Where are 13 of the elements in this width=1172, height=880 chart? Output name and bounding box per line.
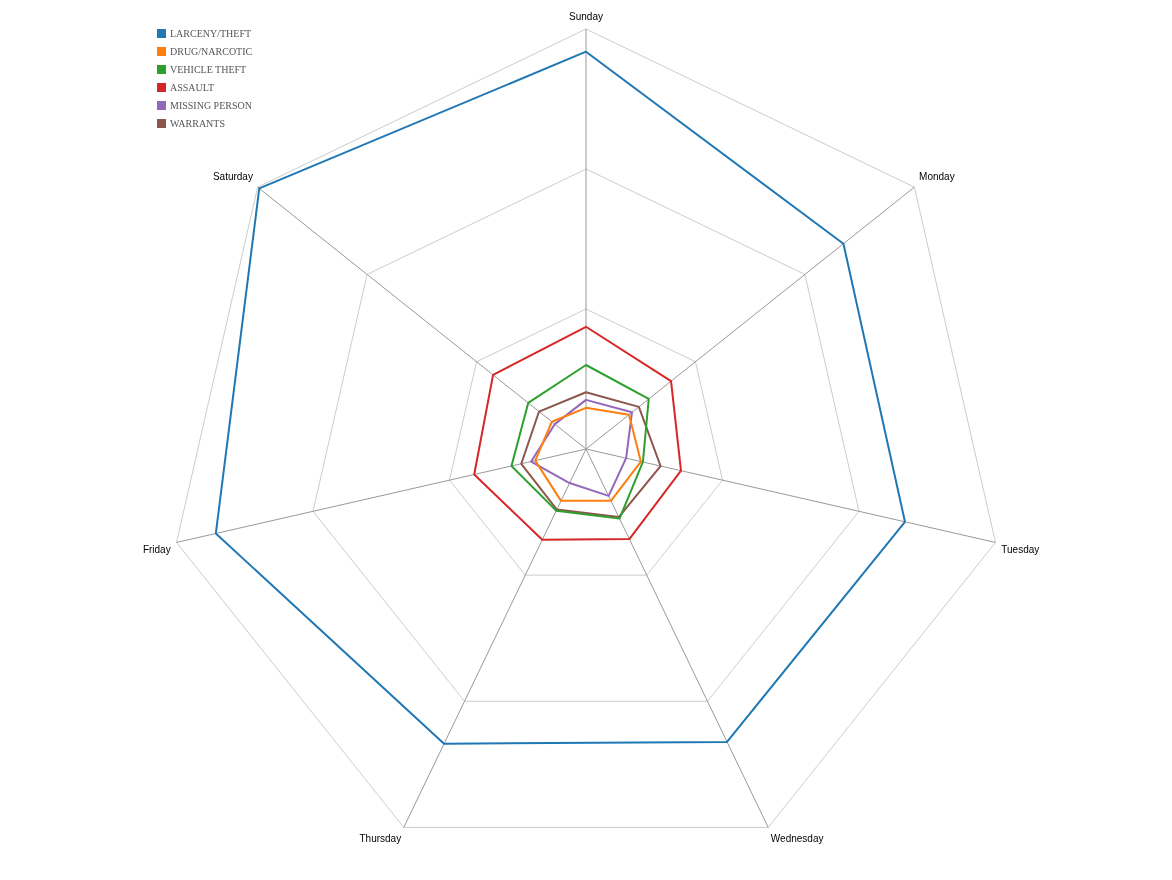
legend-label: WARRANTS (170, 117, 226, 129)
spoke-label: Friday (142, 543, 171, 555)
spoke-label: Tuesday (1001, 543, 1040, 555)
spoke-label: Saturday (212, 171, 253, 183)
legend-label: VEHICLE THEFT (170, 63, 247, 75)
spoke-label: Sunday (569, 10, 603, 22)
legend-label: ASSAULT (170, 81, 215, 93)
legend-label: MISSING PERSON (170, 99, 252, 111)
spoke-label: Monday (919, 171, 955, 183)
spoke-label: Wednesday (770, 832, 824, 844)
spoke-label: Thursday (359, 832, 402, 844)
legend-label: DRUG/NARCOTIC (170, 45, 253, 57)
legend-label: LARCENY/THEFT (170, 27, 252, 39)
